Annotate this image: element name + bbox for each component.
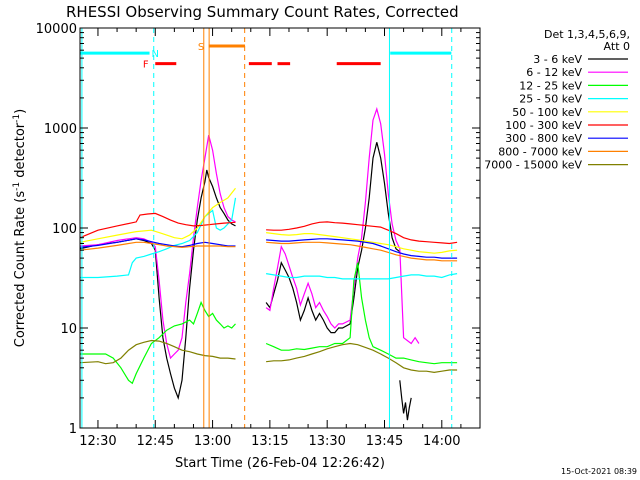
y-tick-label: 1	[69, 422, 77, 437]
series-line-100-300-kev-1	[266, 221, 458, 245]
x-tick-label: 13:30	[308, 434, 345, 449]
chart-title: RHESSI Observing Summary Count Rates, Co…	[66, 3, 459, 21]
flag-label-flare: F	[143, 60, 149, 71]
flag-label-saa: S	[198, 42, 204, 53]
x-tick-label: 12:30	[79, 434, 116, 449]
series-line-50-100-kev-0	[80, 187, 236, 243]
series-line-12-25-kev-1	[265, 262, 458, 365]
x-axis-label: Start Time (26-Feb-04 12:26:42)	[175, 456, 385, 471]
legend-label-300-800-kev: 300 - 800 keV	[505, 132, 582, 145]
legend-header-line-1: Det 1,3,4,5,6,9,	[544, 28, 630, 41]
legend-label-25-50-kev: 25 - 50 keV	[519, 93, 582, 106]
x-tick-label: 13:15	[251, 434, 288, 449]
series-line-12-25-kev-0	[80, 300, 236, 385]
x-tick-label: 13:45	[366, 434, 403, 449]
y-tick-label: 10	[60, 322, 77, 337]
y-tick-label: 1000	[44, 122, 77, 137]
series-line-25-50-kev-0	[80, 197, 237, 279]
series-line-25-50-kev-1	[265, 273, 458, 280]
timestamp: 15-Oct-2021 08:39	[561, 467, 637, 476]
legend-label-800-7000-kev: 800 - 7000 keV	[498, 145, 582, 158]
series-line-800-7000-kev-0	[80, 241, 236, 251]
series-line-7000-15000-kev-1	[266, 342, 458, 374]
y-tick-label: 100	[52, 222, 77, 237]
series-line-100-300-kev-0	[80, 212, 236, 239]
series-line-3-6-kev-2	[399, 380, 412, 421]
y-tick-label: 10000	[36, 22, 77, 37]
series-line-7000-15000-kev-0	[80, 339, 236, 365]
plot-frame	[79, 27, 481, 429]
series-line-300-800-kev-0	[80, 238, 236, 248]
legend-label-6-12-kev: 6 - 12 keV	[526, 66, 582, 79]
legend-header-line-2: Att 0	[604, 40, 630, 53]
legend-label-7000-15000-kev: 7000 - 15000 keV	[484, 159, 582, 172]
y-axis-label: Corrected Count Rate (s-1 detector-1)	[12, 109, 28, 347]
x-tick-label: 12:45	[137, 434, 174, 449]
flag-label-night: N	[152, 49, 159, 60]
series-line-800-7000-kev-1	[266, 241, 458, 262]
x-tick-label: 14:00	[423, 434, 460, 449]
series-line-50-100-kev-1	[266, 232, 458, 254]
series-line-300-800-kev-1	[266, 238, 458, 259]
x-tick-label: 13:00	[194, 434, 231, 449]
legend-label-100-300-kev: 100 - 300 keV	[505, 119, 582, 132]
legend-label-50-100-kev: 50 - 100 keV	[512, 106, 582, 119]
series-line-3-6-kev-1	[265, 142, 401, 334]
legend-label-12-25-kev: 12 - 25 keV	[519, 79, 582, 92]
series-line-6-12-kev-1	[265, 106, 420, 345]
legend-label-3-6-kev: 3 - 6 keV	[533, 53, 582, 66]
